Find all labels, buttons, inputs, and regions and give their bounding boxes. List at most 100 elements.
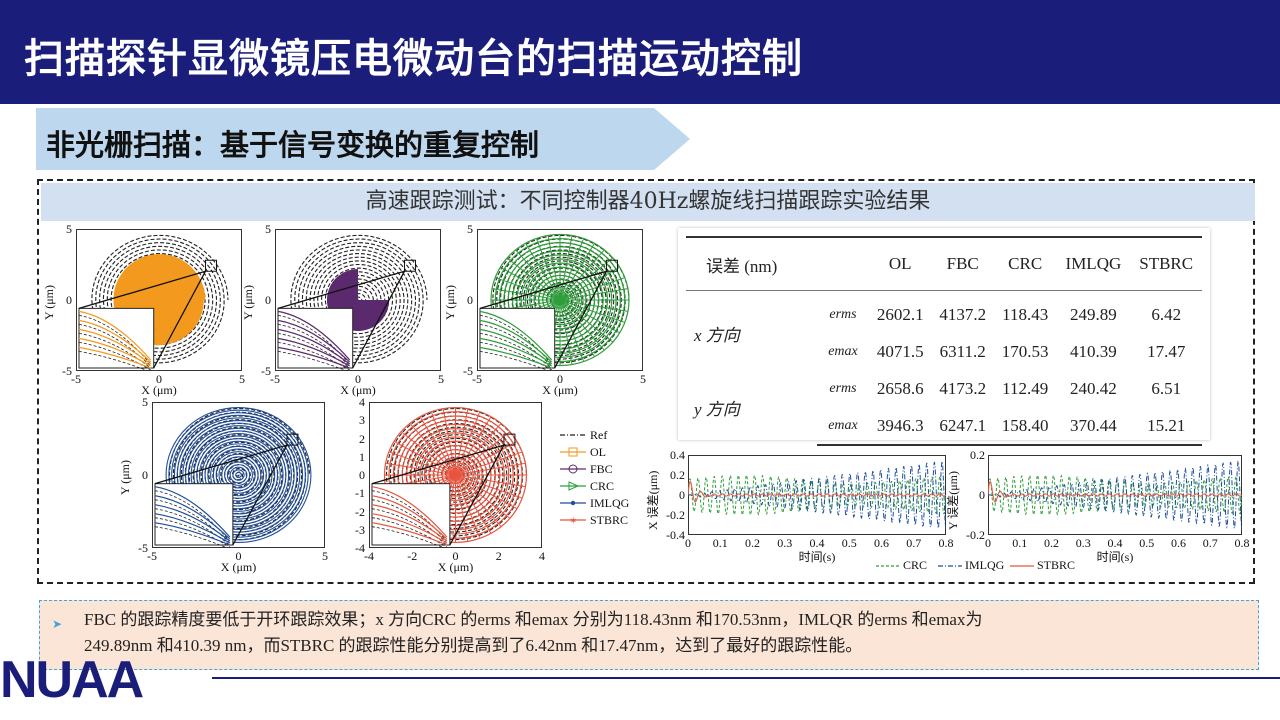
table-cell: 6.51 bbox=[1151, 378, 1182, 398]
table-cell: 2602.1 bbox=[876, 304, 924, 324]
series-spiral-IMLQG bbox=[165, 407, 312, 543]
summary-line-1: FBC 的跟踪精度要低于开环跟踪效果；x 方向CRC 的erms 和emax 分… bbox=[84, 610, 983, 629]
legend-swatch bbox=[876, 565, 900, 567]
footer-rule bbox=[212, 677, 1280, 679]
y-tick-label: 0 bbox=[66, 293, 72, 307]
zoom-line bbox=[479, 270, 607, 309]
legend-label-imlqg: IMLQG bbox=[590, 496, 630, 510]
legend-swatch: ✶ bbox=[560, 516, 586, 526]
y-axis-label: Y (μm) bbox=[241, 285, 255, 320]
inset-ref bbox=[479, 323, 552, 367]
x-tick-label: 4 bbox=[539, 549, 545, 563]
table-row: emax 3946.3 6247.1 158.40 370.44 15.21 bbox=[686, 407, 1202, 446]
x-axis-label: X (μm) bbox=[340, 383, 376, 397]
table-header-cell: IMLQG bbox=[1056, 236, 1131, 291]
table-cell: 6.42 bbox=[1151, 304, 1182, 324]
y-tick-label: 2 bbox=[359, 431, 365, 446]
x-tick-label: 2 bbox=[495, 549, 502, 563]
metric-label: emax bbox=[817, 407, 869, 446]
inset-trace bbox=[371, 522, 448, 546]
table-header-cell: FBC bbox=[931, 236, 994, 291]
y-tick-label: -2 bbox=[355, 504, 365, 519]
x-tick-label: 0.6 bbox=[874, 536, 889, 550]
spiral-svg bbox=[477, 229, 643, 373]
direction-label: y 方向 bbox=[694, 400, 740, 419]
inset-ref bbox=[78, 323, 151, 367]
y-tick-label: -1 bbox=[355, 486, 365, 501]
y-tick-label: 0 bbox=[679, 488, 685, 502]
zoom-line bbox=[78, 270, 206, 309]
table-header-cell: STBRC bbox=[1130, 236, 1202, 291]
summary-line-2: 249.89nm 和410.39 nm，而STBRC 的跟踪性能分别提高到了6.… bbox=[84, 636, 863, 655]
results-panel: 高速跟踪测试：不同控制器40Hz螺旋线扫描跟踪实验结果 bbox=[37, 179, 1255, 584]
table-cell: 4137.2 bbox=[939, 304, 987, 324]
inset-ref bbox=[479, 350, 552, 373]
y-tick-label: 5 bbox=[265, 222, 271, 236]
table-cell: 370.44 bbox=[1056, 407, 1131, 446]
spiral-plot-imlqg bbox=[152, 402, 325, 550]
zoom-box bbox=[286, 433, 299, 446]
error-plot-y bbox=[987, 455, 1243, 535]
inset-trace bbox=[78, 310, 152, 361]
x-tick-label: 0 bbox=[355, 372, 361, 386]
inset-ref bbox=[479, 341, 552, 371]
inset-trace bbox=[277, 319, 351, 363]
inset-trace bbox=[154, 486, 231, 538]
y-tick-label: 3 bbox=[359, 413, 365, 428]
legend-label-crc: CRC bbox=[903, 558, 928, 572]
inset-ref bbox=[78, 350, 151, 373]
y-axis-label: X 误差(μm) bbox=[646, 470, 660, 530]
x-axis-label: X (μm) bbox=[141, 383, 177, 397]
inset-trace bbox=[78, 337, 152, 367]
table-cell: 240.42 bbox=[1070, 378, 1117, 398]
x-tick-label: 0.4 bbox=[1107, 536, 1123, 550]
series-line-IMLQG bbox=[688, 460, 947, 531]
inset-trace bbox=[371, 504, 448, 542]
panel-caption: 高速跟踪测试：不同控制器40Hz螺旋线扫描跟踪实验结果 bbox=[41, 183, 1255, 221]
table-cell: 170.53 bbox=[1001, 341, 1049, 361]
inset-trace bbox=[371, 513, 448, 544]
x-tick-label: 0.1 bbox=[712, 536, 728, 550]
legend-swatch bbox=[560, 434, 586, 436]
x-axis-label: X (μm) bbox=[437, 560, 474, 574]
x-tick-label: 0.3 bbox=[1075, 536, 1091, 550]
inset-trace bbox=[479, 310, 553, 361]
table-cell: 3946.3 bbox=[869, 407, 932, 446]
y-tick-label: 0 bbox=[142, 468, 148, 482]
table-cell: 249.89 bbox=[1070, 304, 1117, 324]
x-tick-label: 0 bbox=[557, 372, 563, 386]
y-tick-label: -0.4 bbox=[666, 528, 685, 542]
table-row: emax 4071.5 6311.2 170.53 410.39 17.47 bbox=[686, 333, 1202, 370]
table-cell: 112.49 bbox=[1002, 378, 1049, 398]
metric-label: erms bbox=[829, 306, 857, 322]
zoom-line bbox=[554, 270, 608, 369]
ref-spiral bbox=[168, 407, 311, 541]
summary-text: FBC 的跟踪精度要低于开环跟踪效果；x 方向CRC 的erms 和emax 分… bbox=[84, 607, 1244, 659]
x-tick-label: 0.6 bbox=[1171, 536, 1186, 550]
spiral-plot-crc bbox=[477, 229, 643, 373]
page-title: 扫描探针显微镜压电微动台的扫描运动控制 bbox=[24, 36, 803, 82]
y-tick-label: 0.2 bbox=[970, 448, 985, 462]
table-row: y 方向 erms 2658.6 4173.2 112.49 240.42 6.… bbox=[686, 370, 1202, 420]
zoom-inset bbox=[154, 483, 234, 546]
y-tick-label: -0.2 bbox=[966, 528, 985, 542]
zoom-inset bbox=[78, 307, 155, 369]
zoom-line bbox=[277, 270, 405, 309]
series-spiral-STBRC bbox=[383, 406, 528, 544]
legend-label-stbrc: STBRC bbox=[1037, 558, 1076, 572]
x-tick-label: -4 bbox=[364, 549, 374, 563]
x-tick-label: 0 bbox=[156, 372, 162, 386]
table-header-cell: 误差 (nm) bbox=[686, 236, 817, 291]
series-line-STBRC bbox=[987, 481, 1243, 503]
table-cell: 17.47 bbox=[1147, 341, 1186, 361]
inset-ref bbox=[277, 341, 350, 371]
error-plot-x bbox=[687, 455, 947, 535]
table-cell: 6311.2 bbox=[939, 341, 986, 361]
inset-trace bbox=[479, 337, 553, 367]
legend-swatch bbox=[1010, 565, 1034, 567]
x-tick-label: -5 bbox=[147, 549, 157, 563]
svg-text:✶: ✶ bbox=[569, 516, 577, 526]
inset-trace bbox=[154, 522, 231, 546]
x-axis-label: X (μm) bbox=[220, 560, 257, 574]
y-axis-label: Y (μm) bbox=[443, 285, 457, 320]
